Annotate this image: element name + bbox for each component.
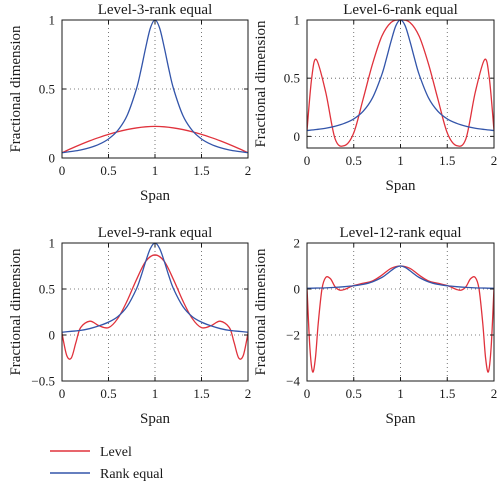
legend: Level Rank equal [50, 445, 163, 482]
chart-panel-2: 0 0.5 1 1.5 2 0 0.5 1 Level-6-rank equal Span Frac… [253, 2, 497, 194]
x-tick-label: 2 [245, 386, 252, 401]
y-tick-label: 2 [294, 236, 301, 251]
x-tick-label: 0.5 [346, 153, 362, 168]
chart-title: Level-3-rank equal [98, 2, 213, 18]
y-tick-label: 1 [294, 13, 301, 28]
x-tick-label: 2 [245, 163, 252, 178]
chart-title: Level-9-rank equal [98, 225, 213, 241]
x-tick-label: 1.5 [439, 153, 455, 168]
y-tick-label: 0.5 [39, 282, 55, 297]
chart-title: Level-12-rank equal [339, 225, 461, 241]
chart-panel-4: 0 0.5 1 1.5 2 −4 −2 0 2 Level-12-rank equal Span Fr… [253, 225, 497, 427]
x-tick-label: 1 [152, 386, 159, 401]
series-line-level [307, 19, 494, 147]
x-tick-label: 1.5 [193, 163, 209, 178]
series-line-level [62, 125, 248, 154]
x-tick-label: 0.5 [346, 386, 362, 401]
series-line-level [62, 254, 248, 360]
y-axis-label: Fractional dimension [253, 248, 269, 376]
y-tick-label: 1 [49, 13, 56, 28]
x-axis-label: Span [386, 178, 417, 194]
chart-panels: 0 0.5 1 1.5 2 0 0.5 1 Level-3-rank equal Span Frac… [8, 2, 497, 427]
y-tick-label: 0.5 [39, 82, 55, 97]
legend-label-rank-equal: Rank equal [100, 467, 163, 482]
x-tick-label: 0 [59, 163, 66, 178]
x-tick-label: 1 [152, 163, 159, 178]
y-tick-label: 0 [294, 129, 301, 144]
chart-panel-3: 0 0.5 1 1.5 2 −0.5 0 0.5 1 Level-9-rank equal Span… [8, 225, 251, 427]
y-tick-label: −2 [286, 328, 300, 343]
y-tick-label: 0 [294, 282, 301, 297]
x-axis-label: Span [140, 411, 171, 427]
x-tick-label: 1 [397, 153, 404, 168]
x-tick-label: 0 [304, 386, 311, 401]
y-axis-label: Fractional dimension [8, 25, 24, 153]
y-tick-label: −4 [286, 374, 300, 389]
y-tick-label: −0.5 [31, 374, 55, 389]
x-tick-label: 2 [491, 386, 498, 401]
x-tick-label: 0 [304, 153, 311, 168]
x-tick-label: 0.5 [100, 386, 116, 401]
x-axis-label: Span [140, 188, 171, 204]
x-tick-label: 2 [491, 153, 498, 168]
y-tick-label: 0 [49, 151, 56, 166]
x-axis-label: Span [386, 411, 417, 427]
x-tick-label: 1.5 [193, 386, 209, 401]
y-axis-label: Fractional dimension [8, 248, 24, 376]
legend-label-level: Level [100, 445, 132, 460]
y-tick-label: 0 [49, 328, 56, 343]
chart-panel-1: 0 0.5 1 1.5 2 0 0.5 1 Level-3-rank equal Span Frac… [8, 2, 251, 204]
x-tick-label: 1 [397, 386, 404, 401]
x-tick-label: 0 [59, 386, 66, 401]
x-tick-label: 0.5 [100, 163, 116, 178]
y-axis-label: Fractional dimension [253, 20, 269, 148]
x-tick-label: 1.5 [439, 386, 455, 401]
y-tick-label: 1 [49, 236, 56, 251]
chart-title: Level-6-rank equal [343, 2, 458, 18]
series-line-rank-equal [307, 265, 494, 289]
y-tick-label: 0.5 [284, 71, 300, 86]
